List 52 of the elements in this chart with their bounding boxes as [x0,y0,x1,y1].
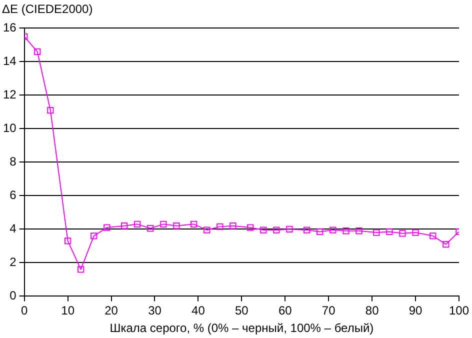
point [260,226,267,234]
x-tick-label: 90 [408,304,423,318]
point [147,225,154,232]
point [330,226,336,234]
point [90,232,98,240]
point [273,226,280,234]
point [247,224,254,231]
point [190,220,198,228]
point [442,240,450,248]
point [216,223,224,230]
point [316,228,324,236]
point [64,238,72,244]
point [34,48,41,55]
x-tick-label: 80 [365,304,380,318]
point [78,266,84,273]
point [134,220,141,228]
y-tick-label: 6 [10,188,17,202]
y-tick-label: 14 [2,54,17,68]
point [412,229,419,236]
x-tick-label: 0 [21,304,28,318]
point [173,222,180,230]
point [160,220,167,228]
x-tick-label: 60 [278,304,292,318]
point [386,228,393,236]
y-tick-label: 2 [10,255,17,270]
x-axis-title: Шкала серого, % (0% – черный, 100% – белый) [110,321,374,336]
point [286,226,293,233]
x-tick-label: 40 [192,304,206,318]
y-tick-label: 16 [2,20,17,35]
x-tick-label: 100 [448,304,470,318]
point [399,230,406,237]
y-tick-label: 12 [2,88,17,102]
point [230,222,236,230]
y-tick-label: 4 [10,222,17,236]
point [342,228,350,234]
point [47,106,54,114]
point [104,224,110,231]
point [356,228,362,234]
y-tick-label: 0 [10,288,17,303]
point [304,226,310,234]
x-tick-label: 20 [104,304,118,318]
x-tick-label: 50 [234,304,249,318]
y-tick-label: 10 [2,121,17,136]
x-tick-label: 70 [322,304,336,318]
x-tick-label: 10 [61,304,75,318]
point [430,232,436,240]
y-tick-label: 8 [10,154,17,169]
point [120,222,128,230]
x-tick-label: 30 [148,304,162,318]
point [204,226,210,234]
y-axis-title: ΔE (CIEDE2000) [1,1,94,18]
point [373,229,380,236]
